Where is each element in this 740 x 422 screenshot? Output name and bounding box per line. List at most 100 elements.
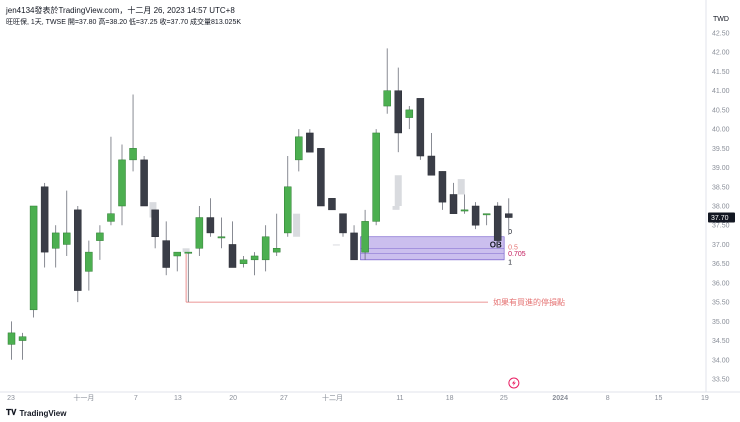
y-tick-label: 33.50 bbox=[712, 377, 730, 384]
y-tick-label: 40.50 bbox=[712, 107, 730, 114]
candle-body bbox=[493, 205, 502, 241]
y-tick-label: 39.00 bbox=[712, 165, 730, 172]
candle-body bbox=[328, 198, 336, 211]
last-price-tag bbox=[708, 212, 735, 223]
x-tick-label: 7 bbox=[134, 395, 138, 402]
candle-body bbox=[261, 236, 270, 261]
x-tick-label: 2024 bbox=[552, 395, 568, 402]
y-tick-label: 41.50 bbox=[712, 69, 730, 76]
candle-body bbox=[206, 217, 215, 234]
candle-body bbox=[85, 251, 93, 272]
x-tick-label: 十一月 bbox=[73, 393, 94, 402]
logo-text: TradingView bbox=[19, 408, 67, 418]
candle-body bbox=[217, 236, 226, 239]
x-tick-label: 25 bbox=[500, 395, 508, 402]
x-tick-label: 十二月 bbox=[322, 393, 343, 402]
candle-body bbox=[339, 213, 347, 234]
candle-body bbox=[18, 336, 27, 341]
y-tick-label: 39.50 bbox=[712, 146, 730, 153]
candle-body bbox=[361, 221, 369, 253]
y-tick-label: 34.50 bbox=[712, 338, 730, 345]
ghost-candle-body bbox=[293, 213, 301, 237]
x-tick-label: 27 bbox=[280, 395, 288, 402]
lightning-icon bbox=[511, 380, 516, 386]
x-tick-label: 19 bbox=[701, 395, 709, 402]
candle-body bbox=[140, 159, 148, 207]
candle-body bbox=[184, 251, 193, 254]
x-tick-label: 15 bbox=[655, 395, 663, 402]
candle-body bbox=[118, 159, 126, 207]
y-tick-label: 35.50 bbox=[712, 300, 730, 307]
candle-body bbox=[295, 136, 303, 161]
candle-body bbox=[96, 232, 104, 241]
ghost-candle-body bbox=[394, 175, 402, 206]
candle-body bbox=[405, 109, 414, 118]
candle-body bbox=[394, 90, 402, 134]
candle-body bbox=[438, 171, 447, 203]
y-tick-label: 38.50 bbox=[712, 184, 730, 191]
y-tick-label: 34.00 bbox=[712, 357, 730, 364]
symbol-info: 旺旺保, 1天, TWSE 開=37.80 高=38.20 低=37.25 收=… bbox=[6, 19, 242, 26]
tradingview-logo[interactable]: 𝐓𝐕 TradingView bbox=[6, 408, 66, 418]
ghost-candle-body bbox=[332, 244, 340, 246]
y-tick-label: 38.00 bbox=[712, 204, 730, 211]
candle-body bbox=[228, 244, 237, 268]
y-tick-label: 42.50 bbox=[712, 31, 730, 38]
y-tick-label: 36.50 bbox=[712, 261, 730, 268]
candle-body bbox=[107, 213, 115, 222]
candle-body bbox=[317, 148, 325, 207]
x-tick-label: 13 bbox=[174, 395, 182, 402]
candle-body bbox=[63, 232, 71, 245]
candle-body bbox=[482, 213, 491, 216]
x-tick-label: 20 bbox=[229, 395, 237, 402]
candle-body bbox=[129, 148, 137, 161]
y-tick-label: 36.00 bbox=[712, 280, 730, 287]
order-block-label: OB bbox=[490, 241, 502, 250]
candle-body bbox=[74, 209, 82, 291]
candle-body bbox=[383, 90, 391, 107]
order-block-level-label: 0 bbox=[508, 229, 512, 236]
stop-loss-label: 如果有買進的停損點 bbox=[493, 297, 565, 307]
y-tick-label: 35.00 bbox=[712, 319, 730, 326]
candle-body bbox=[449, 194, 458, 214]
candle-body bbox=[460, 209, 469, 212]
ghost-candle-body bbox=[457, 179, 465, 195]
candle-body bbox=[29, 205, 38, 311]
order-block-level-label: 0.5 bbox=[508, 244, 518, 251]
candle-body bbox=[40, 186, 49, 253]
candle-body bbox=[250, 255, 259, 261]
candle-body bbox=[471, 205, 480, 226]
candle-body bbox=[284, 186, 292, 234]
candle-body bbox=[7, 332, 16, 345]
last-price-label: 37.70 bbox=[711, 215, 729, 222]
candle-body bbox=[151, 209, 159, 238]
candle-body bbox=[427, 155, 436, 176]
y-tick-label: 37.00 bbox=[712, 242, 730, 249]
currency-label: TWD bbox=[713, 16, 729, 23]
candle-body bbox=[306, 132, 314, 153]
candle-body bbox=[416, 98, 425, 157]
candle-body bbox=[162, 240, 170, 268]
candle-body bbox=[272, 248, 281, 253]
y-tick-label: 41.00 bbox=[712, 88, 730, 95]
publish-info: jen4134發表於TradingView.com，十二月 26, 2023 1… bbox=[6, 6, 235, 15]
ghost-candle-body bbox=[182, 248, 190, 253]
candle-body bbox=[350, 232, 358, 261]
order-block-level-label: 1 bbox=[508, 260, 512, 267]
order-block-level-label: 0.705 bbox=[508, 251, 526, 258]
x-tick-label: 23 bbox=[7, 395, 15, 402]
candle-body bbox=[51, 232, 60, 249]
candle-body bbox=[239, 259, 248, 264]
x-tick-label: 8 bbox=[606, 395, 610, 402]
y-tick-label: 40.00 bbox=[712, 127, 730, 134]
candle-body bbox=[505, 213, 513, 218]
x-tick-label: 18 bbox=[446, 395, 454, 402]
candle-body bbox=[173, 251, 181, 257]
candle-body bbox=[195, 217, 204, 249]
candle-body bbox=[372, 132, 380, 222]
y-tick-label: 42.00 bbox=[712, 50, 730, 57]
x-tick-label: 11 bbox=[396, 395, 403, 402]
tradingview-icon: 𝐓𝐕 bbox=[6, 408, 17, 417]
y-tick-label: 37.50 bbox=[712, 223, 730, 230]
